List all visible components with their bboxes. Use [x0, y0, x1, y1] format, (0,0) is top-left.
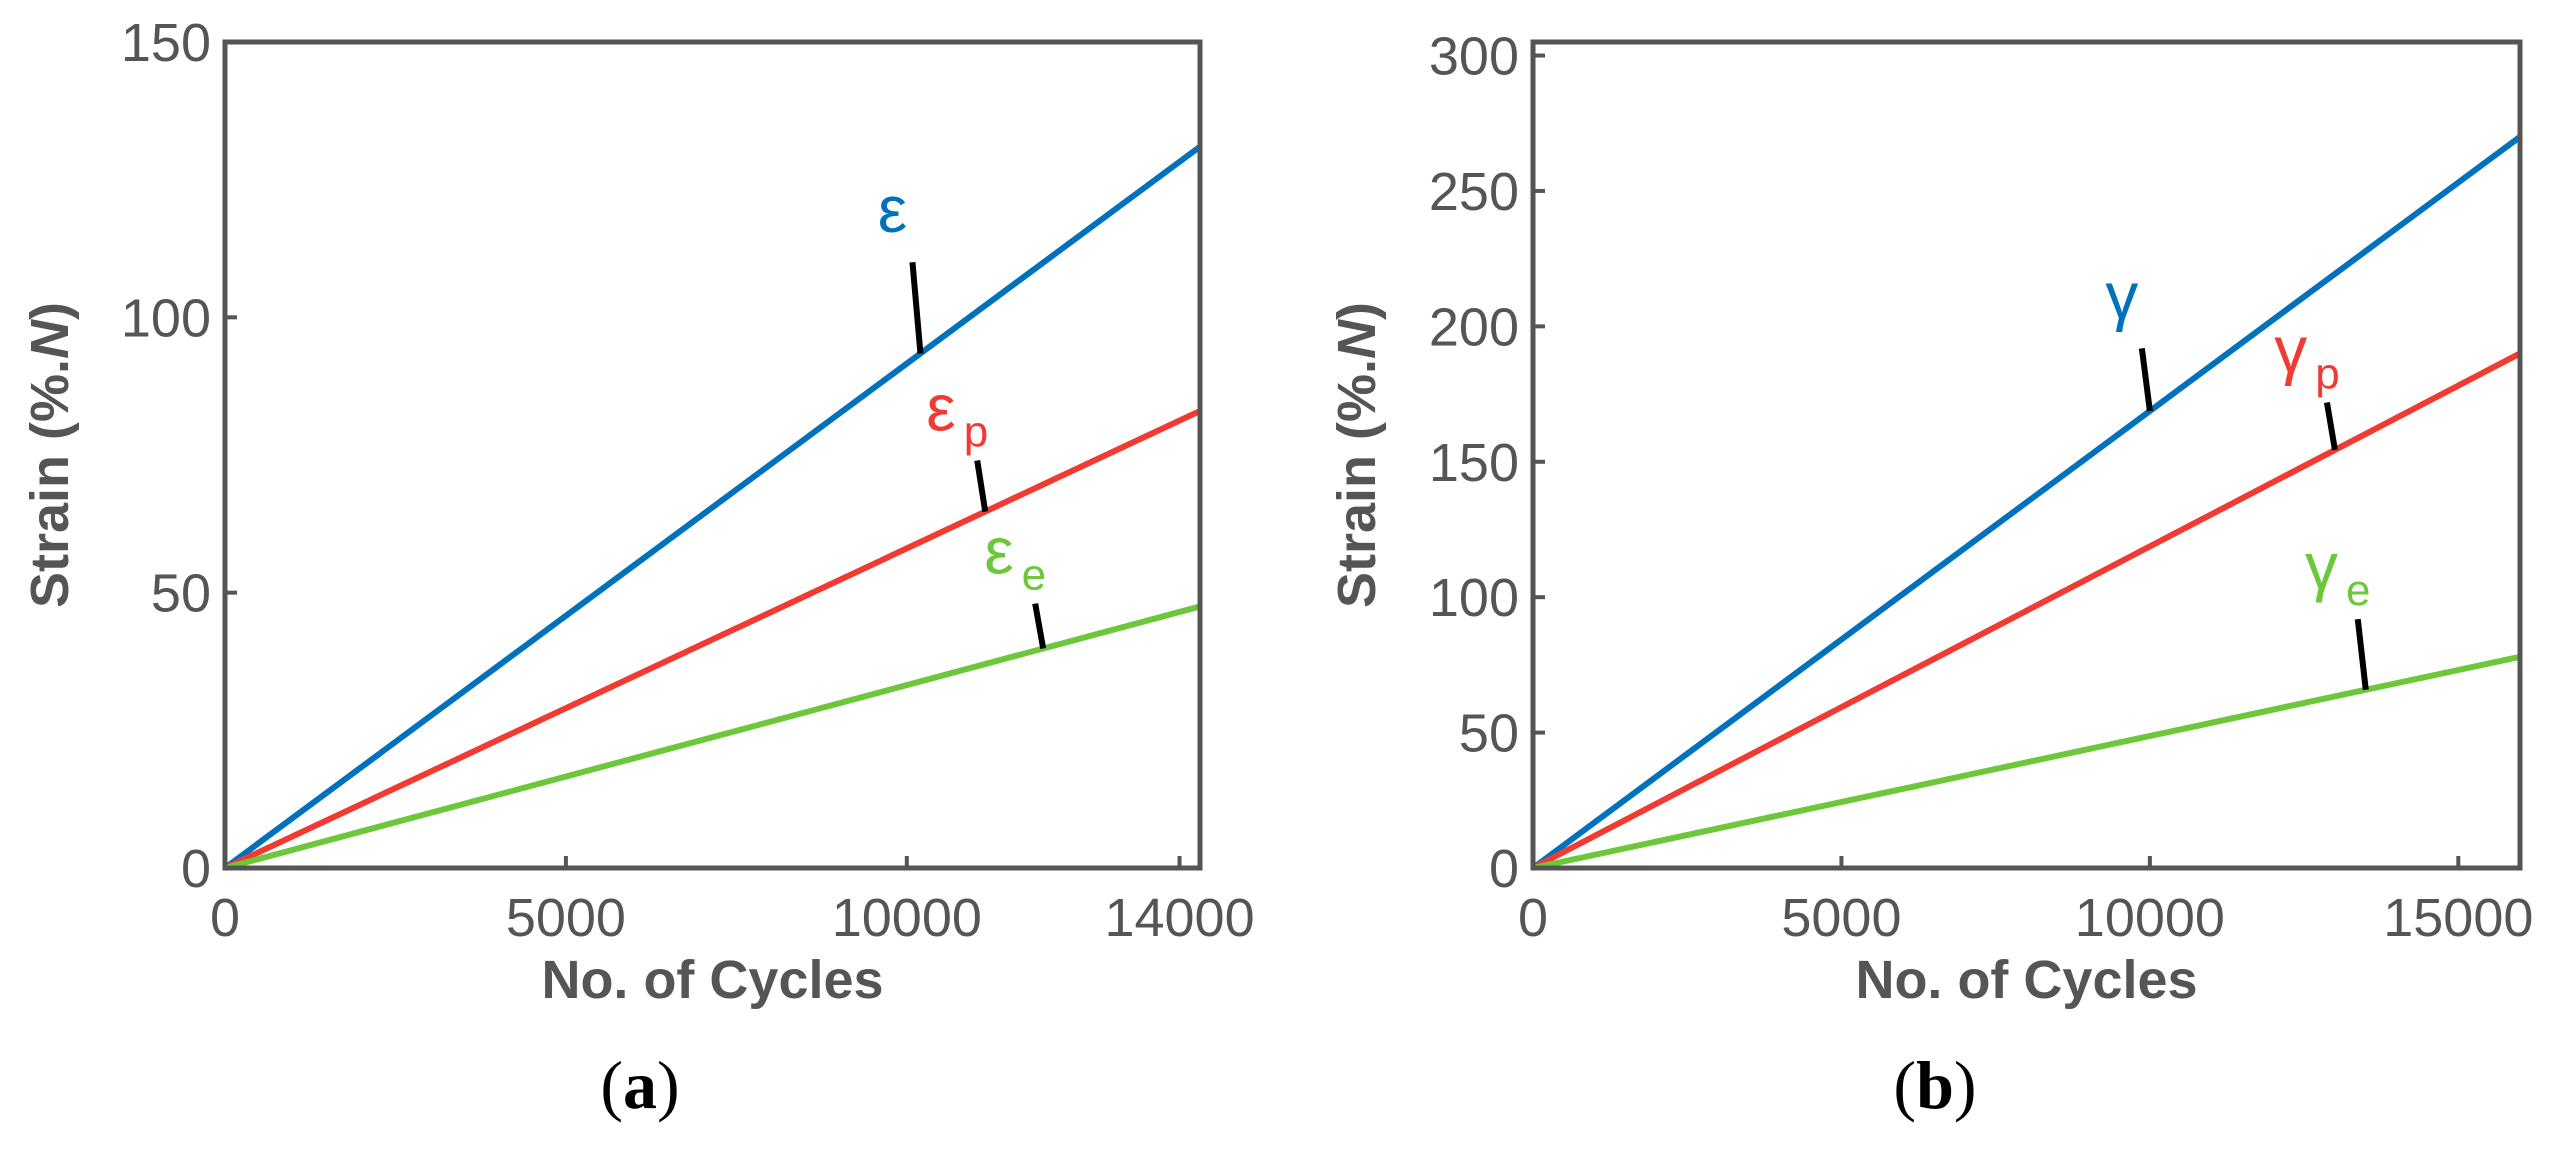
y-tick-label: 150	[1429, 433, 1519, 493]
x-axis-label: No. of Cycles	[1855, 950, 2197, 1010]
x-tick-label: 5000	[506, 888, 626, 948]
panel-b: γ γ p γ e 0 5000 10000 15000 0 50 100 150 200 250 300 No…	[1327, 27, 2533, 1123]
y-tick-label: 100	[121, 288, 211, 348]
y-tick-label: 200	[1429, 297, 1519, 357]
series-line-2	[1532, 653, 2521, 871]
annotation-pointer-2	[1032, 603, 1047, 650]
panel-label: (b)	[1893, 1047, 1976, 1123]
y-tick-label: 300	[1429, 27, 1519, 87]
series-line-1	[1531, 350, 2522, 871]
x-tick-label: 10000	[832, 888, 982, 948]
x-tick-label: 15000	[2383, 888, 2533, 948]
panel-label: (a)	[600, 1047, 679, 1123]
series-line-1	[223, 408, 1202, 871]
y-axis-label: Strain (%.N)	[20, 302, 80, 608]
annotation-pointer-1	[974, 460, 989, 513]
x-tick-label: 14000	[1104, 888, 1254, 948]
y-tick-label: 250	[1429, 162, 1519, 222]
series-line-0	[1531, 134, 2522, 871]
annotation-pointer-0	[2138, 347, 2153, 412]
axes-frame	[1530, 39, 2523, 871]
annotation-pointer-2	[2354, 618, 2369, 691]
panel-a: ε ε p ε e 0 5000 10000 14000 0 50 100 150 No. of Cycl…	[20, 13, 1255, 1123]
y-tick-label: 100	[1429, 568, 1519, 628]
series-line-2	[224, 603, 1201, 871]
series-line-0	[223, 144, 1202, 871]
y-tick-label: 0	[1489, 839, 1519, 899]
x-tick-label: 0	[1518, 888, 1548, 948]
series-label-0: γ	[2105, 258, 2138, 332]
y-tick-label: 50	[1459, 704, 1519, 764]
y-tick-label: 0	[181, 839, 211, 899]
x-tick-label: 0	[210, 888, 240, 948]
series-label-0: ε	[878, 172, 907, 246]
x-tick-label: 10000	[2075, 888, 2225, 948]
x-axis-label: No. of Cycles	[541, 950, 883, 1010]
annotation-pointer-0	[909, 261, 924, 354]
y-tick-label: 150	[121, 13, 211, 73]
axes-frame	[222, 39, 1203, 871]
y-tick-label: 50	[151, 564, 211, 624]
y-axis-label: Strain (%.N)	[1327, 302, 1387, 608]
x-tick-label: 5000	[1781, 888, 1901, 948]
annotation-pointer-1	[2323, 402, 2338, 451]
